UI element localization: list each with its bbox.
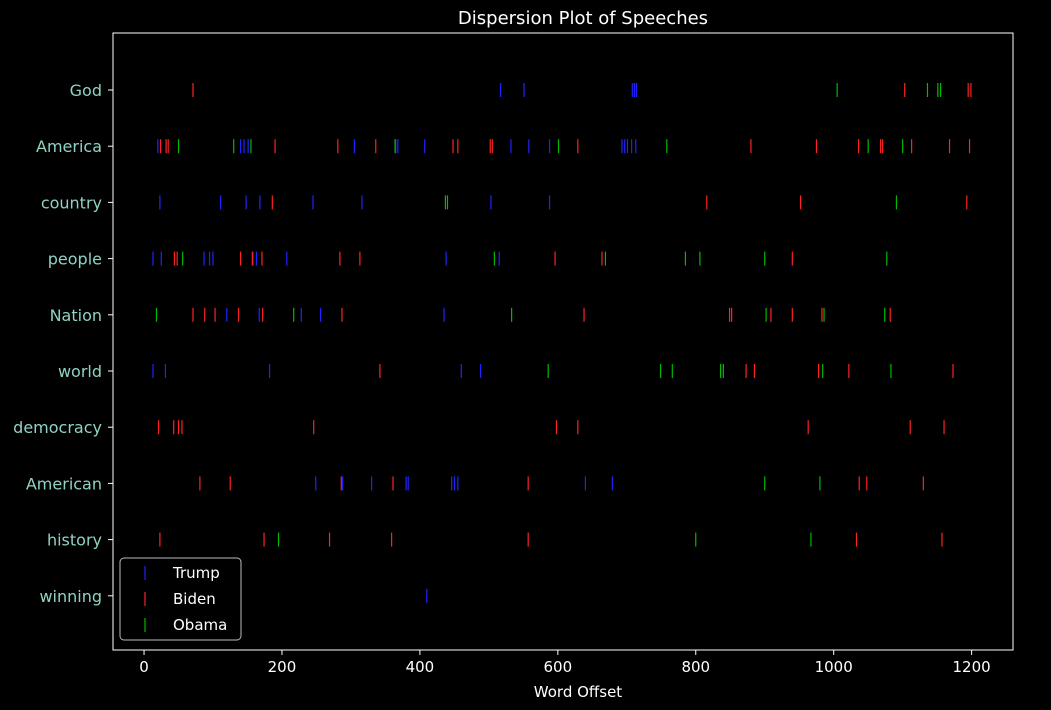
- y-tick-label: world: [58, 362, 102, 381]
- x-tick-label: 600: [544, 658, 573, 676]
- legend-box: [119, 557, 242, 641]
- x-tick-label: 0: [139, 658, 149, 676]
- y-tick-label: democracy: [13, 418, 102, 437]
- y-tick-label: country: [41, 193, 102, 212]
- legend: Trump Biden Obama: [119, 557, 242, 641]
- legend-label-biden: Biden: [173, 590, 216, 608]
- legend-label-obama: Obama: [173, 616, 227, 634]
- x-tick-label: 800: [681, 658, 710, 676]
- x-tick-label: 1000: [815, 658, 853, 676]
- x-tick-label: 400: [406, 658, 435, 676]
- y-tick-label: winning: [39, 587, 102, 606]
- y-axis: God America country people Nation world democr…: [13, 81, 113, 606]
- x-axis-label: Word Offset: [534, 683, 623, 701]
- x-axis: 0 200 400 600 800 1000 1200: [139, 650, 991, 676]
- x-tick-label: 200: [268, 658, 297, 676]
- y-tick-label: Nation: [50, 306, 102, 325]
- y-tick-label: history: [47, 531, 102, 550]
- y-tick-label: people: [48, 250, 102, 269]
- plot-frame: [112, 32, 1014, 651]
- y-tick-label: America: [36, 137, 102, 156]
- x-tick-label: 1200: [953, 658, 991, 676]
- chart-title: Dispersion Plot of Speeches: [458, 8, 708, 29]
- y-tick-label: American: [26, 474, 102, 493]
- plot-marks: [152, 83, 972, 603]
- legend-label-trump: Trump: [172, 564, 220, 582]
- y-tick-label: God: [70, 81, 102, 100]
